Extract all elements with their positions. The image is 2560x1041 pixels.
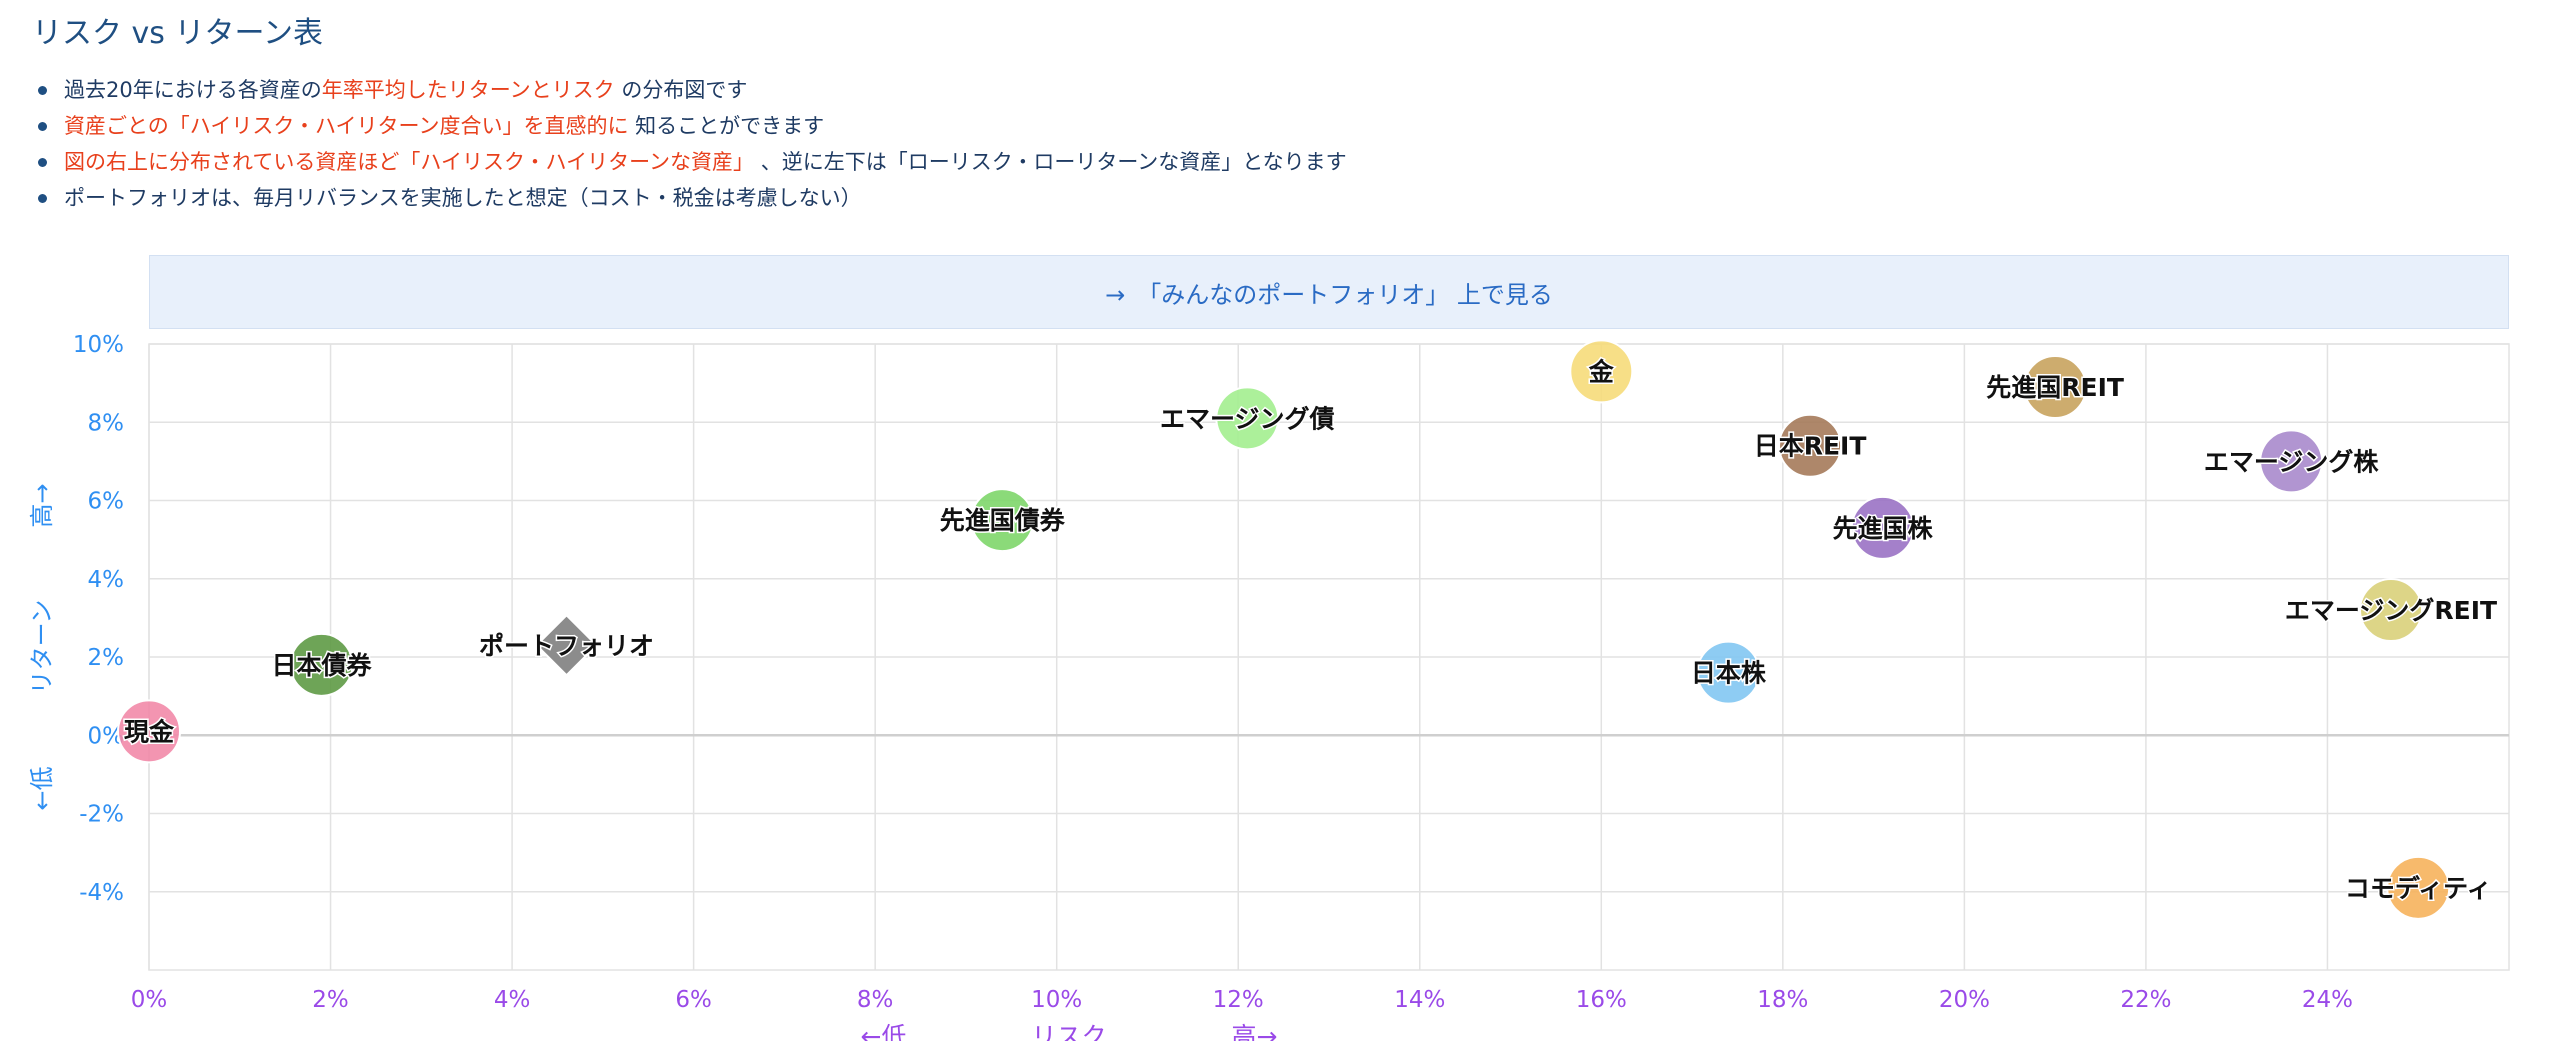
data-point: [2023, 355, 2088, 420]
view-portfolio-link[interactable]: → 「みんなのポートフォリオ」 上で見る: [149, 255, 2509, 329]
data-point: [2259, 429, 2324, 494]
data-point: [289, 632, 354, 697]
description-item: 図の右上に分布されている資産ほど「ハイリスク・ハイリターンな資産」 、逆に左下は…: [32, 144, 1347, 180]
description-highlight: 年率平均したリターンとリスク: [321, 78, 615, 102]
description-text: 知ることができます: [628, 114, 825, 138]
data-point-label: エマージングREIT: [2285, 596, 2497, 625]
y-tick-label: 10%: [73, 332, 124, 358]
data-point-label: ポートフォリオ: [479, 631, 654, 660]
x-tick-label: 18%: [1757, 987, 1808, 1013]
data-point: [117, 699, 181, 764]
data-point-label: 日本債券: [271, 651, 372, 680]
y-tick-label: 2%: [88, 645, 125, 671]
x-tick-label: 10%: [1031, 987, 1082, 1013]
description-highlight: 図の右上に分布されている資産ほど「ハイリスク・ハイリターンな資産」: [64, 150, 755, 174]
description-list: 過去20年における各資産の年率平均したリターンとリスク の分布図です 資産ごとの…: [32, 72, 1347, 216]
x-axis-label: ←低 リスク 高→: [861, 1022, 1278, 1041]
description-item: 過去20年における各資産の年率平均したリターンとリスク の分布図です: [32, 72, 1347, 108]
page-title: リスク vs リターン表: [32, 16, 323, 51]
risk-return-scatter-chart: 0% 2% 4% 6% 8% 10% 12% 14% 16% 18% 20% 22% 24% 10% 8% 6…: [28, 332, 2510, 1041]
x-tick-label: 6%: [675, 987, 712, 1013]
x-tick-label: 24%: [2302, 987, 2353, 1013]
data-point: [1778, 413, 1843, 478]
data-point-label: 先進国債券: [940, 506, 1066, 535]
description-item: ポートフォリオは、毎月リバランスを実施したと想定（コスト・税金は考慮しない）: [32, 180, 1347, 216]
x-tick-label: 0%: [131, 987, 168, 1013]
description-item: 資産ごとの「ハイリスク・ハイリターン度合い」を直感的に 知ることができます: [32, 108, 1347, 144]
description-text: 、逆に左下は「ローリスク・ローリターンな資産」となります: [754, 150, 1347, 174]
data-point: [2359, 578, 2423, 643]
data-point-label: エマージング債: [1160, 404, 1335, 433]
data-point-label: 金: [1588, 357, 1615, 386]
data-point: [1850, 495, 1915, 560]
x-tick-label: 8%: [857, 987, 894, 1013]
y-tick-label: -2%: [79, 802, 124, 828]
x-tick-label: 4%: [494, 987, 531, 1013]
description-text: ポートフォリオは、毎月リバランスを実施したと想定（コスト・税金は考慮しない）: [64, 186, 862, 210]
x-tick-label: 22%: [2120, 987, 2171, 1013]
y-tick-label: 4%: [88, 567, 125, 593]
y-tick-label: 6%: [88, 489, 125, 515]
data-point: [1569, 339, 1634, 404]
description-highlight: 資産ごとの「ハイリスク・ハイリターン度合い」を直感的に: [64, 114, 629, 138]
x-tick-label: 12%: [1213, 987, 1264, 1013]
y-tick-label: -4%: [79, 880, 124, 906]
data-point: [970, 488, 1035, 553]
description-text: 過去20年における各資産の: [64, 78, 322, 102]
x-tick-label: 20%: [1939, 987, 1990, 1013]
data-point-label: 日本REIT: [1754, 432, 1867, 461]
data-point-diamond: [535, 613, 598, 677]
x-tick-label: 2%: [312, 987, 349, 1013]
data-point: [1696, 640, 1761, 705]
y-axis-label: ←低 リターン 高→: [28, 483, 56, 810]
data-point-label: コモディティ: [2345, 874, 2492, 903]
x-tick-label: 16%: [1576, 987, 1627, 1013]
data-point-label: 先進国株: [1833, 514, 1934, 543]
data-point-label: エマージング株: [2204, 447, 2380, 476]
data-point-label: 先進国REIT: [1986, 373, 2124, 402]
data-point-label: 現金: [124, 717, 175, 746]
description-text: の分布図です: [614, 78, 748, 102]
data-point: [2386, 855, 2451, 920]
data-point: [1215, 386, 1280, 451]
y-tick-label: 8%: [88, 410, 125, 436]
x-tick-label: 14%: [1394, 987, 1445, 1013]
data-point-label: 日本株: [1691, 659, 1767, 688]
